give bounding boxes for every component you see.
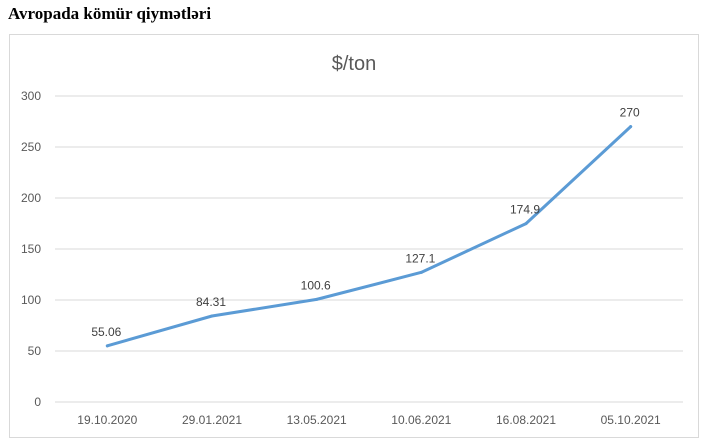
y-tick-label: 300: [21, 89, 41, 103]
data-label: 174.9: [510, 203, 540, 217]
x-tick-label: 13.05.2021: [287, 413, 347, 427]
data-label: 100.6: [301, 278, 331, 292]
data-point: [524, 222, 528, 226]
y-tick-label: 150: [21, 242, 41, 256]
x-tick-label: 10.06.2021: [391, 413, 451, 427]
x-tick-label: 05.10.2021: [601, 413, 661, 427]
y-tick-label: 250: [21, 140, 41, 154]
data-label: 55.06: [91, 325, 121, 339]
chart-title: $/ton: [332, 53, 376, 75]
chart-frame: [9, 34, 699, 438]
gridlines: [55, 95, 683, 403]
data-label: 127.1: [405, 251, 435, 265]
x-tick-label: 29.01.2021: [182, 413, 242, 427]
data-point: [210, 314, 214, 318]
series-line: [105, 125, 633, 348]
data-point: [105, 344, 109, 348]
y-axis-ticks: 0 50 100 150 200 250 300: [21, 89, 41, 409]
data-point: [629, 125, 633, 129]
x-axis-ticks: 19.10.2020 29.01.2021 13.05.2021 10.06.2021…: [77, 413, 661, 427]
series-layer: [105, 125, 633, 348]
y-tick-label: 50: [28, 344, 42, 358]
data-point: [419, 270, 423, 274]
y-tick-label: 0: [34, 395, 41, 409]
data-point: [315, 297, 319, 301]
data-label: 84.31: [196, 295, 226, 309]
page-heading: Avropada kömür qiymətləri: [8, 4, 212, 23]
y-tick-label: 200: [21, 191, 41, 205]
data-label: 270: [620, 106, 640, 120]
x-tick-label: 16.08.2021: [496, 413, 556, 427]
x-tick-label: 19.10.2020: [77, 413, 137, 427]
y-tick-label: 100: [21, 293, 41, 307]
data-labels: 55.06 84.31 100.6 127.1 174.9 270: [91, 106, 640, 339]
